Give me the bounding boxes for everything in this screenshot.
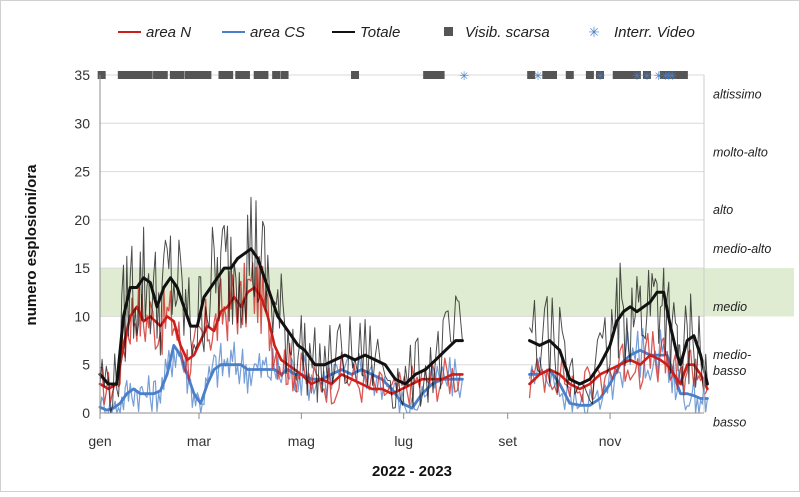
x-tick-label: nov (599, 433, 622, 449)
series-area-n-raw-line (528, 331, 709, 403)
activity-level-label: molto-alto (713, 145, 768, 159)
series-area-n-raw-line (99, 255, 463, 406)
marker-visib-scarsa (565, 71, 574, 79)
x-tick-label: gen (88, 433, 111, 449)
marker-visib-scarsa (428, 71, 437, 79)
y-tick-label: 20 (74, 212, 90, 228)
marker-visib-scarsa (144, 71, 153, 79)
series-totale-raw-line (99, 196, 463, 414)
y-tick-label: 5 (82, 357, 90, 373)
marker-visib-scarsa (97, 71, 106, 79)
marker-interr-video: ✳ (660, 69, 670, 83)
activity-level-label: medio-alto (713, 242, 771, 256)
series-area-cs-raw-line (99, 341, 463, 414)
legend-label-area-n: area N (146, 24, 191, 41)
marker-visib-scarsa (153, 71, 162, 79)
marker-visib-scarsa (184, 71, 193, 79)
series-totale-raw-line (529, 262, 708, 405)
marker-visib-scarsa (124, 71, 133, 79)
marker-visib-scarsa (626, 71, 635, 79)
marker-visib-scarsa (253, 71, 262, 79)
series-totale-smoothed-line (98, 247, 464, 386)
marker-visib-scarsa (131, 71, 140, 79)
marker-visib-scarsa (679, 71, 688, 79)
y-tick-label: 35 (74, 67, 90, 83)
marker-interr-video: ✳ (667, 69, 677, 83)
level-layer: altissimo molto-alto alto medio-alto medio me… (713, 87, 771, 429)
activity-level-label: alto (713, 203, 733, 217)
x-axis-title: 2022 - 2023 (372, 463, 452, 480)
activity-level-label: altissimo (713, 87, 762, 101)
activity-level-label: medio-basso (713, 348, 751, 378)
x-tick-label: mag (288, 433, 315, 449)
marker-visib-scarsa (351, 71, 360, 79)
legend-label-visib-scarsa: Visib. scarsa (465, 24, 550, 41)
y-tick-label: 25 (74, 164, 90, 180)
marker-visib-scarsa (436, 71, 445, 79)
marker-interr-video: ✳ (654, 69, 664, 83)
marker-visib-scarsa (527, 71, 536, 79)
series-layer (98, 196, 709, 414)
y-axis-title: numero esplosioni/ora (23, 164, 40, 326)
legend-label-area-cs: area CS (250, 24, 305, 41)
marker-visib-scarsa (117, 71, 126, 79)
marker-layer: ✳ ✳ ✳ ✳ ✳ ✳✳✳✳ (97, 69, 688, 83)
y-tick-label: 15 (74, 260, 90, 276)
series-area-cs-raw-line (528, 328, 708, 414)
marker-visib-scarsa (632, 71, 641, 79)
marker-visib-scarsa (642, 71, 651, 79)
marker-visib-scarsa (619, 71, 628, 79)
marker-interr-video: ✳ (642, 69, 652, 83)
x-tick-label: set (498, 433, 517, 449)
marker-visib-scarsa (176, 71, 185, 79)
marker-visib-scarsa (423, 71, 432, 79)
marker-visib-scarsa (218, 71, 227, 79)
activity-level-label: basso (713, 416, 746, 430)
marker-visib-scarsa (549, 71, 557, 79)
marker-visib-scarsa (612, 71, 621, 79)
marker-visib-scarsa (203, 71, 212, 79)
x-tick-label: mar (187, 433, 211, 449)
marker-visib-scarsa (666, 71, 675, 79)
marker-visib-scarsa (280, 71, 289, 79)
legend-swatch-interr-video: ✳ (588, 24, 600, 40)
marker-visib-scarsa (191, 71, 200, 79)
marker-visib-scarsa (235, 71, 244, 79)
legend-label-totale: Totale (360, 24, 400, 41)
marker-visib-scarsa (225, 71, 234, 79)
marker-visib-scarsa (169, 71, 178, 79)
marker-visib-scarsa (673, 71, 682, 79)
marker-interr-video: ✳ (459, 69, 469, 83)
marker-visib-scarsa (198, 71, 207, 79)
marker-visib-scarsa (542, 71, 551, 79)
series-area-cs-smoothed-line (98, 344, 464, 412)
legend-label-interr-video: Interr. Video (614, 24, 695, 41)
axis-layer: gen mar mag lug set nov (88, 75, 705, 449)
marker-visib-scarsa (159, 71, 168, 79)
marker-visib-scarsa (241, 71, 250, 79)
marker-visib-scarsa (595, 71, 604, 79)
marker-interr-video: ✳ (595, 69, 605, 83)
marker-visib-scarsa (137, 71, 146, 79)
y-tick-label: 0 (82, 405, 90, 421)
x-tick-label: lug (394, 433, 413, 449)
marker-visib-scarsa (272, 71, 281, 79)
marker-interr-video: ✳ (533, 69, 543, 83)
y-tick-label: 30 (74, 115, 90, 131)
marker-visib-scarsa (659, 71, 668, 79)
legend-swatch-visib-scarsa (444, 27, 453, 36)
legend: area N area CS Totale Visib. scarsa ✳ In… (118, 24, 695, 41)
series-totale-smoothed-line (528, 290, 709, 386)
marker-visib-scarsa (260, 71, 269, 79)
marker-visib-scarsa (585, 71, 594, 79)
activity-level-label: medio (713, 300, 747, 314)
y-tick-label: 10 (74, 308, 90, 324)
marker-interr-video: ✳ (664, 69, 674, 83)
marker-interr-video: ✳ (632, 69, 642, 83)
